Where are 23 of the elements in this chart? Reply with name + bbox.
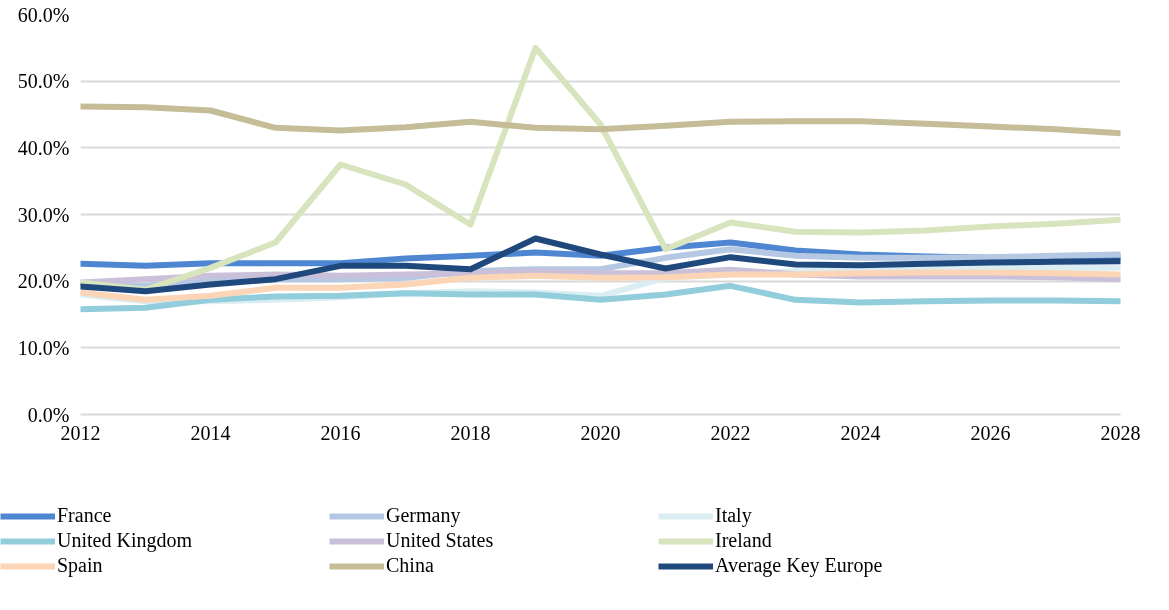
x-tick-label: 2018 — [450, 421, 491, 444]
legend-label: China — [386, 554, 435, 577]
x-tick-label: 2020 — [580, 421, 621, 444]
legend-label: Spain — [57, 554, 104, 577]
x-tick-label: 2024 — [840, 421, 881, 444]
x-tick-label: 2016 — [320, 421, 361, 444]
legend-label: Average Key Europe — [715, 554, 884, 577]
x-tick-label: 2014 — [190, 421, 231, 444]
legend-label: United States — [386, 529, 495, 552]
legend-label: France — [57, 504, 113, 527]
x-tick-label: 2022 — [710, 421, 751, 444]
legend-label: Italy — [715, 504, 753, 527]
y-tick-label: 60.0% — [17, 3, 70, 26]
legend-label: Ireland — [715, 529, 773, 552]
y-tick-label: 10.0% — [17, 336, 70, 359]
legend-label: Germany — [386, 504, 462, 527]
y-tick-label: 30.0% — [17, 203, 70, 226]
x-tick-label: 2026 — [970, 421, 1011, 444]
y-tick-label: 50.0% — [17, 70, 70, 93]
y-tick-label: 40.0% — [17, 136, 70, 159]
x-tick-label: 2028 — [1100, 421, 1141, 444]
y-tick-label: 20.0% — [17, 270, 70, 293]
legend-label: United Kingdom — [57, 529, 193, 552]
